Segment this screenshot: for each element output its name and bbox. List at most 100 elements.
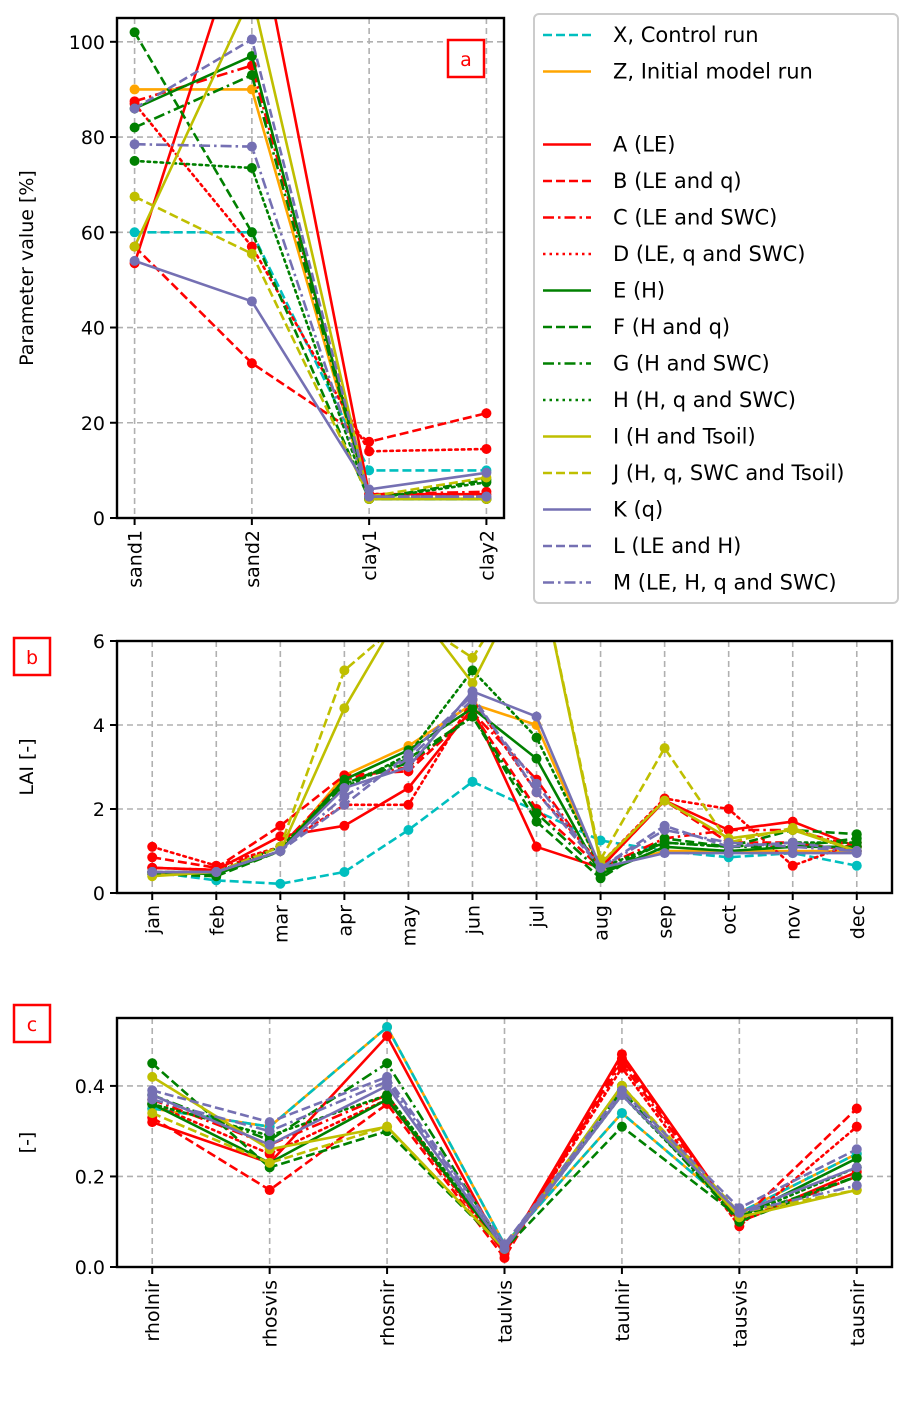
legend-entry: C (LE and SWC): [543, 206, 777, 230]
data-point-D: [616, 1062, 627, 1073]
data-point-J: [659, 743, 670, 754]
data-point-M: [339, 791, 350, 802]
data-point-H: [246, 163, 257, 173]
data-point-F: [129, 27, 140, 38]
data-point-G: [851, 1171, 862, 1182]
data-point-J: [339, 665, 350, 676]
data-point-H: [851, 837, 862, 848]
data-point-A: [382, 1031, 393, 1042]
series-line-X: [134, 231, 487, 472]
legend-label: E (H): [613, 279, 665, 303]
data-point-L: [147, 1085, 158, 1096]
legend-entry: E (H): [543, 279, 665, 303]
legend-label: F (H and q): [613, 315, 730, 339]
legend-label: C (LE and SWC): [613, 206, 777, 230]
series-line-J: [152, 641, 858, 874]
x-tick-label: sand1: [125, 530, 147, 588]
y-tick-label: 60: [81, 222, 105, 244]
data-point-B: [275, 820, 286, 831]
data-point-H: [129, 155, 140, 166]
data-point-L: [246, 34, 257, 45]
series-group: [147, 594, 862, 889]
data-point-D: [403, 799, 414, 810]
data-point-M: [851, 846, 862, 856]
x-tick-label: dec: [847, 905, 869, 939]
panel-label-box: [12, 1003, 52, 1044]
data-point-F: [616, 1121, 627, 1132]
data-point-F: [147, 1058, 158, 1069]
data-point-G: [467, 711, 478, 722]
x-tick-label: tausnir: [847, 1280, 869, 1346]
series-M: [147, 694, 862, 877]
panel-label: a: [460, 49, 472, 71]
legend-entry: K (q): [543, 498, 663, 522]
data-point-Z: [246, 84, 257, 95]
data-point-M: [595, 862, 606, 873]
series-line-J: [134, 195, 487, 498]
series-M: [129, 139, 492, 502]
data-point-J: [264, 1157, 275, 1168]
axes-frame: [115, 16, 506, 520]
data-point-K: [246, 296, 257, 307]
data-point-X: [364, 465, 375, 476]
data-point-I: [129, 241, 140, 252]
data-point-M: [616, 1089, 627, 1100]
data-point-M: [264, 1126, 275, 1137]
data-point-M: [275, 846, 286, 856]
series-H: [129, 155, 492, 504]
x-tick-label: clay2: [476, 530, 498, 581]
data-point-K: [531, 711, 542, 722]
series-G: [129, 70, 492, 504]
data-point-K: [481, 467, 492, 478]
data-point-M: [787, 841, 798, 852]
legend-entry: G (H and SWC): [543, 352, 770, 376]
series-I: [129, 18, 492, 504]
data-point-J: [129, 191, 140, 202]
x-tick-label: taulnir: [612, 1280, 634, 1342]
legend-entry: I (H and Tsoil): [543, 425, 756, 449]
data-point-A: [403, 783, 414, 793]
data-point-X: [616, 1108, 627, 1119]
data-point-F: [246, 227, 257, 238]
data-point-K: [339, 783, 350, 793]
x-tick-label: sep: [655, 905, 677, 939]
legend-entry: L (LE and H): [543, 534, 741, 558]
data-point-M: [147, 867, 158, 877]
data-point-M: [723, 837, 734, 848]
data-point-B: [147, 852, 158, 863]
legend: X, Control run Z, Initial model run A (LE)…: [533, 13, 899, 604]
y-axis-label: [-]: [16, 1132, 38, 1154]
data-point-B: [264, 1185, 275, 1196]
data-point-D: [481, 443, 492, 454]
data-point-K: [129, 255, 140, 266]
x-tick-label: aug: [591, 905, 613, 941]
x-tick-label: jan: [142, 905, 164, 935]
data-point-D: [787, 860, 798, 871]
data-point-G: [531, 808, 542, 819]
series-line-M: [152, 698, 857, 874]
y-tick-label: 4: [93, 715, 105, 737]
y-tick-label: 0.0: [75, 1257, 105, 1279]
y-tick-label: 0: [93, 883, 105, 905]
legend-label: H (H, q and SWC): [613, 388, 796, 412]
data-point-M: [147, 1094, 158, 1105]
data-point-I: [467, 678, 478, 688]
data-point-I: [403, 594, 413, 604]
x-tick-label: jun: [462, 905, 484, 935]
data-point-H: [659, 837, 670, 848]
data-point-D: [364, 446, 375, 457]
x-tick-label: rholnir: [142, 1280, 164, 1342]
data-point-M: [364, 491, 375, 502]
x-tick-label: nov: [783, 905, 805, 940]
data-point-F: [531, 816, 542, 827]
legend-entry: H (H, q and SWC): [543, 388, 796, 412]
data-point-B: [364, 436, 375, 447]
data-point-J: [787, 822, 798, 833]
y-tick-label: 0.4: [75, 1076, 105, 1098]
series-line-L: [152, 694, 857, 874]
legend-entry: M (LE, H, q and SWC): [543, 571, 837, 595]
data-point-X: [129, 227, 140, 238]
data-point-M: [382, 1076, 393, 1087]
legend-label: D (LE, q and SWC): [613, 242, 806, 266]
